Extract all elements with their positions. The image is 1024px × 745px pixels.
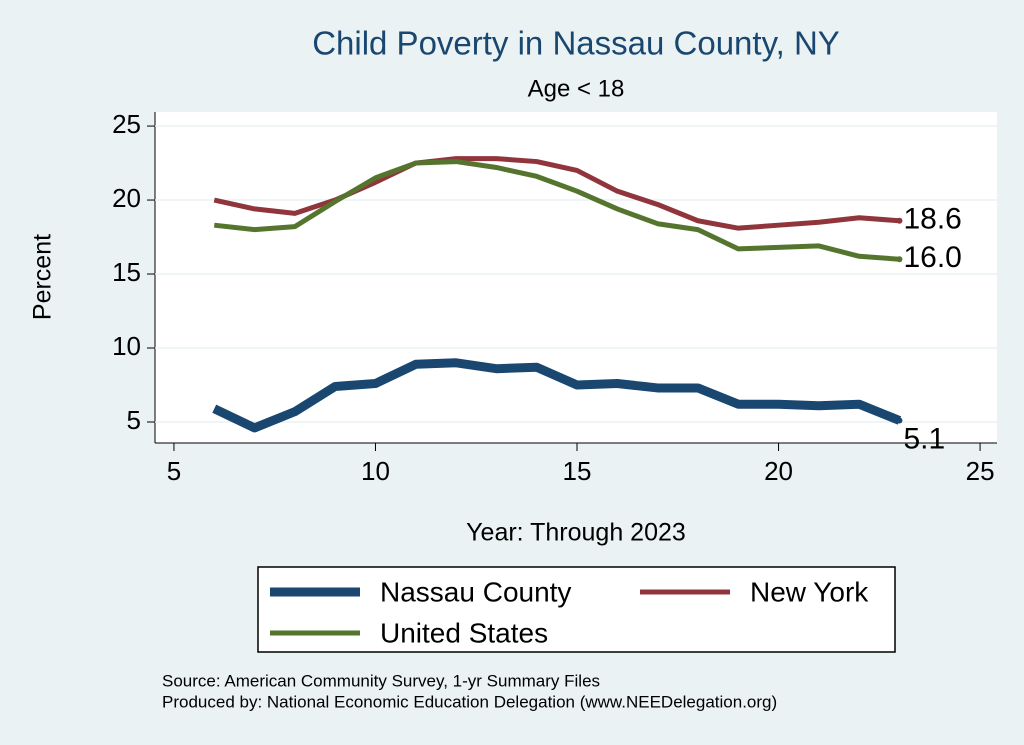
x-tick-label: 20: [764, 456, 793, 486]
value-label: 5.1: [903, 422, 945, 455]
legend-label: United States: [380, 617, 548, 648]
legend: [257, 566, 896, 653]
y-tick-label: 15: [112, 257, 141, 287]
series-line: [213, 159, 900, 262]
value-label: 18.6: [903, 203, 961, 236]
chart-subtitle: Age < 18: [528, 75, 625, 102]
x-tick-label: 10: [361, 456, 390, 486]
x-tick-label: 15: [563, 456, 592, 486]
y-axis-label: Percent: [29, 234, 57, 320]
chart-title: Child Poverty in Nassau County, NY: [312, 25, 840, 62]
series-line: [213, 156, 900, 231]
end-point: [896, 417, 903, 424]
y-tick-label: 5: [127, 405, 141, 435]
end-point: [896, 256, 903, 263]
x-tick-label: 5: [167, 456, 181, 486]
series-line: [212, 358, 902, 433]
plot-area: [155, 112, 997, 443]
source-note: Source: American Community Survey, 1-yr …: [162, 671, 600, 690]
y-tick-label: 25: [112, 109, 141, 139]
legend-label: New York: [750, 576, 869, 607]
end-point: [896, 217, 903, 224]
x-axis-label: Year: Through 2023: [466, 519, 686, 547]
produced-by-note: Produced by: National Economic Education…: [162, 692, 777, 711]
legend-label: Nassau County: [380, 576, 571, 607]
x-tick-label: 25: [966, 456, 995, 486]
y-tick-label: 10: [112, 331, 141, 361]
y-tick-label: 20: [112, 183, 141, 213]
value-label: 16.0: [903, 241, 961, 274]
